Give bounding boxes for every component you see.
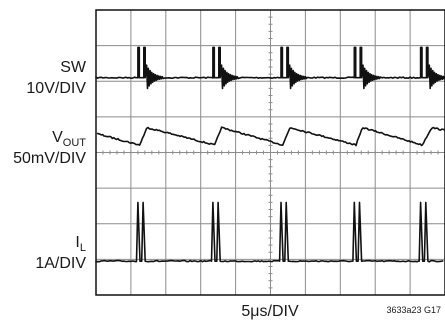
vout-trace <box>96 126 445 147</box>
plot-frame <box>95 9 445 296</box>
vout-channel-scale: 50mV/DIV <box>13 150 86 167</box>
sw-trace <box>95 46 445 90</box>
vout-name-main: V <box>52 129 63 146</box>
x-axis-scale-label: 5μs/DIV <box>241 303 299 320</box>
il-name-sub: L <box>80 242 86 254</box>
sw-channel-name: SW <box>60 59 87 76</box>
figure-code: 3633a23 G17 <box>386 305 441 315</box>
il-channel-scale: 1A/DIV <box>35 255 86 272</box>
vout-channel-name: VOUT <box>52 129 86 149</box>
sw-channel-scale: 10V/DIV <box>26 80 86 97</box>
vout-name-sub: OUT <box>63 137 87 149</box>
grid <box>95 9 445 296</box>
il-trace <box>95 201 444 263</box>
il-name-main: I <box>75 234 79 251</box>
il-channel-name: IL <box>75 234 86 254</box>
